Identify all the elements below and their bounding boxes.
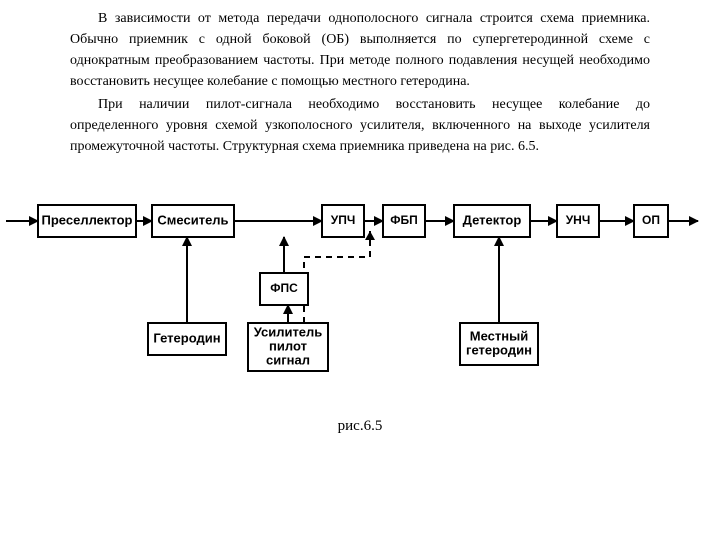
svg-text:Детектор: Детектор (463, 212, 522, 227)
svg-text:ФБП: ФБП (390, 213, 418, 227)
node-upch: УПЧ (322, 205, 364, 237)
svg-text:Преселлектор: Преселлектор (42, 212, 133, 227)
block-diagram: Преселлектор Смеситель УПЧ ФБП Детектор УНЧ ОП… (0, 167, 720, 412)
node-op: ОП (634, 205, 668, 237)
svg-text:УПЧ: УПЧ (331, 213, 356, 227)
node-heterodyne: Гетеродин (148, 323, 226, 355)
svg-text:сигнал: сигнал (266, 352, 310, 367)
node-pilotamp: Усилительпилотсигнал (248, 323, 328, 371)
svg-text:ФПС: ФПС (270, 281, 298, 295)
node-mixer: Смеситель (152, 205, 234, 237)
node-unch: УНЧ (557, 205, 599, 237)
figure-caption: рис.6.5 (0, 418, 720, 435)
body-text: В зависимости от метода передачи однопол… (0, 0, 720, 161)
node-preselector: Преселлектор (38, 205, 136, 237)
svg-text:Смеситель: Смеситель (157, 212, 228, 227)
node-fps: ФПС (260, 273, 308, 305)
paragraph-1: В зависимости от метода передачи однопол… (70, 8, 650, 92)
svg-text:УНЧ: УНЧ (566, 213, 591, 227)
paragraph-2: При наличии пилот-сигнала необходимо вос… (70, 94, 650, 157)
svg-text:ОП: ОП (642, 213, 660, 227)
node-fbp: ФБП (383, 205, 425, 237)
svg-text:Усилитель: Усилитель (254, 324, 323, 339)
svg-text:Местный: Местный (470, 328, 528, 343)
svg-text:Гетеродин: Гетеродин (153, 330, 220, 345)
svg-text:гетеродин: гетеродин (466, 342, 532, 357)
svg-text:пилот: пилот (269, 338, 307, 353)
node-detector: Детектор (454, 205, 530, 237)
node-localhet: Местныйгетеродин (460, 323, 538, 365)
